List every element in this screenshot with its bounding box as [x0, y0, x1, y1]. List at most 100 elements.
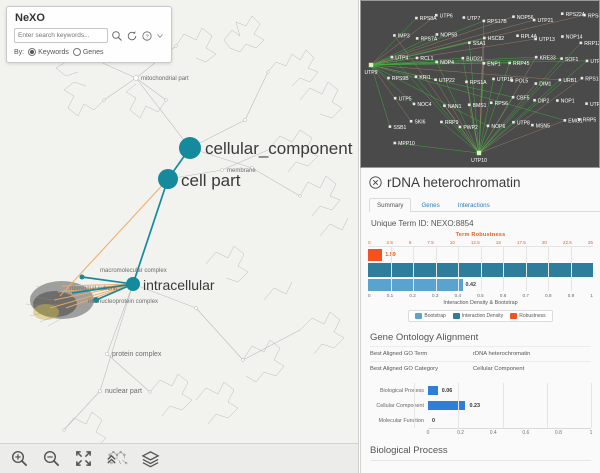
gridline: [435, 247, 437, 291]
zoom-out-icon[interactable]: [42, 449, 61, 468]
network-node[interactable]: [534, 82, 538, 85]
network-node-label: UTP10: [471, 158, 487, 164]
network-node-label: RPS17B: [487, 19, 507, 25]
network-node[interactable]: [534, 55, 538, 59]
network-node-label: NOP58: [440, 33, 457, 39]
tab-summary[interactable]: Summary: [369, 198, 412, 212]
network-node[interactable]: [435, 60, 438, 64]
network-node[interactable]: [483, 36, 486, 40]
network-node[interactable]: [412, 102, 416, 106]
network-node-label: KRE33: [540, 55, 556, 61]
network-node[interactable]: [368, 62, 374, 68]
network-node[interactable]: [461, 56, 465, 60]
network-node[interactable]: [516, 34, 519, 38]
tree-node-cellular-component[interactable]: [179, 137, 201, 159]
network-node[interactable]: [580, 76, 584, 80]
network-node[interactable]: [476, 150, 482, 156]
network-node[interactable]: [577, 118, 581, 121]
refresh-icon[interactable]: [126, 30, 138, 42]
network-node[interactable]: [561, 35, 564, 38]
network-node-label: NOP56: [517, 15, 534, 21]
network-node-label: NAN1: [448, 104, 462, 110]
network-node[interactable]: [511, 95, 515, 99]
go-bar-row-molecular-function: Molecular Function 0: [370, 413, 591, 428]
network-node-label: RCL1: [420, 56, 433, 62]
network-node[interactable]: [534, 37, 537, 41]
network-node[interactable]: [462, 16, 466, 19]
network-node-label: UTP20: [590, 59, 599, 65]
network-node[interactable]: [531, 123, 534, 127]
go-key-category: Best Aligned GO Category: [370, 366, 438, 372]
radio-keywords[interactable]: Keywords: [28, 48, 69, 56]
tree-node-minor[interactable]: [93, 297, 99, 303]
bar-robustness[interactable]: [368, 249, 383, 261]
network-node[interactable]: [585, 102, 588, 105]
network-node[interactable]: [510, 79, 514, 82]
network-node[interactable]: [467, 103, 471, 107]
tree-node-intracellular[interactable]: [126, 277, 140, 291]
search-icon[interactable]: [111, 30, 123, 42]
network-node[interactable]: [489, 101, 493, 105]
network-node[interactable]: [583, 13, 586, 17]
layers-icon[interactable]: [141, 449, 160, 468]
network-node[interactable]: [560, 12, 564, 15]
network-node[interactable]: [415, 16, 418, 20]
network-node[interactable]: [393, 96, 397, 100]
network-node[interactable]: [532, 18, 536, 22]
network-node[interactable]: [486, 124, 490, 128]
zoom-in-icon[interactable]: [10, 449, 29, 468]
network-node[interactable]: [560, 57, 563, 60]
network-node-label: SSB1: [393, 125, 406, 131]
network-node[interactable]: [443, 104, 446, 108]
gene-interaction-network[interactable]: UTP9 RPS8A UTP6 UTP7 RPS17B NOP56 UTP21 RPS22A R…: [360, 0, 600, 168]
network-node[interactable]: [512, 15, 515, 18]
search-input[interactable]: [14, 28, 108, 43]
network-node[interactable]: [458, 125, 462, 129]
network-node[interactable]: [563, 119, 567, 122]
network-node[interactable]: [390, 55, 394, 59]
tab-interactions[interactable]: Interactions: [457, 202, 490, 209]
tree-node-minor[interactable]: [79, 274, 85, 280]
tree-node-cell-part[interactable]: [158, 169, 178, 189]
network-node[interactable]: [533, 98, 536, 102]
tab-genes[interactable]: Genes: [421, 202, 440, 209]
close-circle-icon[interactable]: [369, 176, 382, 189]
network-node[interactable]: [508, 61, 511, 65]
fit-screen-icon[interactable]: [74, 449, 93, 468]
network-node[interactable]: [434, 78, 437, 82]
network-node[interactable]: [558, 78, 562, 82]
legend-item-bootstrap[interactable]: Bootstrap: [415, 313, 446, 319]
network-edge: [370, 17, 417, 66]
network-node[interactable]: [387, 76, 390, 80]
go-bar-cellular-component[interactable]: [428, 401, 466, 410]
network-node[interactable]: [435, 33, 439, 36]
legend-item-robustness[interactable]: Robustness: [510, 313, 546, 319]
legend-item-interaction-density[interactable]: Interaction Density: [452, 313, 503, 319]
network-node[interactable]: [415, 56, 419, 60]
network-node[interactable]: [512, 120, 515, 124]
network-node[interactable]: [492, 77, 495, 81]
help-icon[interactable]: ?: [141, 30, 153, 42]
network-node[interactable]: [434, 13, 438, 17]
network-node[interactable]: [388, 125, 392, 128]
network-node[interactable]: [465, 80, 468, 84]
network-node[interactable]: [440, 120, 443, 124]
go-bar-biological-process[interactable]: [428, 386, 438, 395]
radio-genes[interactable]: Genes: [72, 48, 103, 56]
bottom-tick: 0.9: [567, 293, 575, 298]
collapse-chevron-icon[interactable]: [156, 30, 164, 42]
network-node[interactable]: [579, 41, 583, 45]
network-node[interactable]: [482, 19, 486, 23]
network-node[interactable]: [585, 59, 589, 63]
bar-bootstrap[interactable]: [368, 279, 463, 291]
network-node[interactable]: [415, 37, 419, 40]
network-node[interactable]: [393, 141, 397, 145]
network-node[interactable]: [414, 75, 418, 79]
network-node[interactable]: [393, 34, 396, 37]
network-node[interactable]: [556, 99, 559, 102]
network-node[interactable]: [409, 119, 413, 123]
ontology-tree-canvas[interactable]: cellular_component cell part intracellul…: [0, 0, 359, 473]
collapse-tree-icon[interactable]: [106, 449, 128, 468]
network-node[interactable]: [468, 41, 471, 45]
network-node[interactable]: [482, 62, 486, 65]
